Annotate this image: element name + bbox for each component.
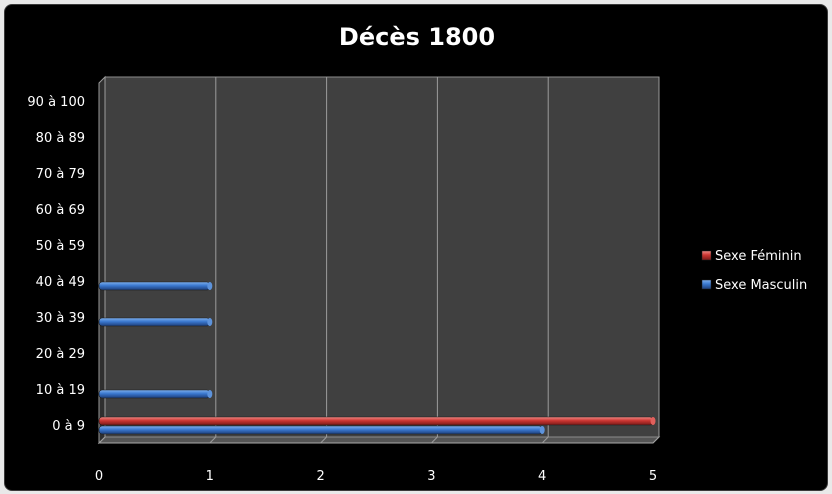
gridline-floor — [320, 436, 327, 444]
gridline-floor — [541, 436, 549, 444]
y-tick-label: 0 à 9 — [52, 419, 85, 434]
bar-masculin — [98, 389, 211, 399]
plot-floor-plane — [97, 436, 661, 444]
y-tick-label: 10 à 19 — [36, 383, 85, 398]
bar-cap — [207, 390, 213, 398]
y-tick-label: 30 à 39 — [36, 311, 85, 326]
legend-label: Sexe Masculin — [715, 278, 807, 293]
legend-swatch — [701, 250, 712, 261]
bar-cap — [207, 282, 213, 290]
y-tick-label: 60 à 69 — [36, 203, 85, 218]
bar-masculin — [98, 317, 211, 327]
gridlines — [98, 77, 660, 444]
y-tick-label: 80 à 89 — [36, 131, 85, 146]
gridline-floor — [98, 436, 106, 444]
gridline-floor — [209, 436, 217, 444]
y-axis-labels: 0 à 9 10 à 19 20 à 29 30 à 39 40 à 49 50 à 59… — [27, 95, 85, 434]
y-tick-label: 40 à 49 — [36, 275, 85, 290]
bars — [98, 281, 656, 435]
legend-swatch — [701, 279, 712, 290]
legend-label: Sexe Féminin — [715, 249, 802, 264]
x-tick-label: 5 — [649, 469, 657, 484]
bar-cap — [207, 318, 213, 326]
chart-title: Décès 1800 — [339, 23, 495, 51]
x-tick-label: 2 — [316, 469, 324, 484]
gridline-floor — [652, 436, 660, 444]
plot-floor — [97, 436, 661, 444]
bar-cap — [539, 426, 545, 434]
bar-masculin — [98, 425, 543, 435]
x-tick-label: 4 — [538, 469, 546, 484]
plot-side-wall — [98, 75, 106, 445]
gridline-floor — [431, 436, 438, 444]
x-tick-label: 1 — [206, 469, 214, 484]
y-tick-label: 20 à 29 — [36, 347, 85, 362]
chart-area: Décès 1800 0 à 9 10 à 19 20 à 29 30 à 39 40 … — [4, 4, 828, 491]
bar-cap — [650, 417, 656, 425]
bar-masculin — [98, 281, 211, 291]
plot-back-wall — [104, 76, 660, 438]
x-tick-label: 0 — [95, 469, 103, 484]
y-tick-label: 70 à 79 — [36, 167, 85, 182]
x-axis-labels: 0 1 2 3 4 5 — [95, 469, 657, 484]
x-tick-label: 3 — [427, 469, 435, 484]
plot-wall — [98, 75, 660, 445]
y-tick-label: 90 à 100 — [27, 95, 85, 110]
y-tick-label: 50 à 59 — [36, 239, 85, 254]
legend: Sexe Féminin Sexe Masculin — [701, 249, 807, 293]
bar-feminin — [98, 416, 654, 426]
